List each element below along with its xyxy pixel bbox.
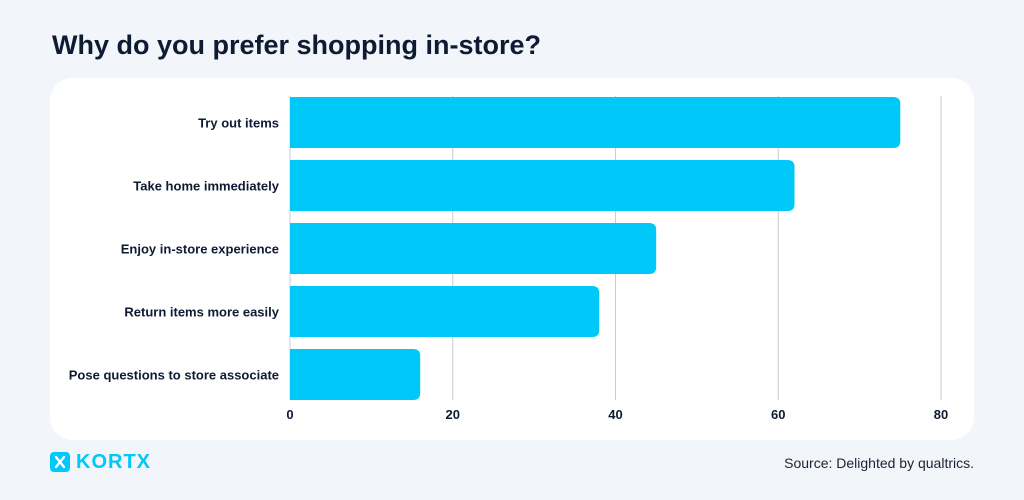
- bar-pose-questions-to-store-associate: [290, 349, 421, 400]
- bar-try-out-items: [290, 97, 901, 148]
- brand-logo: KORTX: [50, 450, 151, 474]
- category-labels: Try out items Take home immediately Enjoy …: [69, 116, 280, 383]
- bar-chart: Try out items Take home immediately Enjoy …: [69, 96, 948, 422]
- x-tick-label: 0: [286, 407, 293, 422]
- x-tick-label: 20: [446, 407, 460, 422]
- chart-card: Try out items Take home immediately Enjoy …: [50, 78, 974, 440]
- category-label: Take home immediately: [133, 179, 279, 194]
- chart-title: Why do you prefer shopping in-store?: [52, 30, 541, 60]
- category-label: Return items more easily: [124, 305, 279, 320]
- category-label: Pose questions to store associate: [69, 368, 279, 383]
- x-tick-label: 80: [934, 407, 948, 422]
- bar-enjoy-in-store-experience: [290, 223, 657, 274]
- bar-take-home-immediately: [290, 160, 795, 211]
- bar-return-items-more-easily: [290, 286, 600, 337]
- x-tick-label: 40: [608, 407, 622, 422]
- kortx-x-logo-icon: [50, 452, 70, 472]
- category-label: Try out items: [198, 116, 279, 131]
- x-tick-label: 60: [771, 407, 785, 422]
- source-note: Source: Delighted by qualtrics.: [784, 455, 974, 471]
- brand-name: KORTX: [76, 450, 151, 473]
- x-axis-ticks: 0 20 40 60 80: [286, 407, 948, 422]
- category-label: Enjoy in-store experience: [121, 242, 279, 257]
- bars: [290, 97, 901, 400]
